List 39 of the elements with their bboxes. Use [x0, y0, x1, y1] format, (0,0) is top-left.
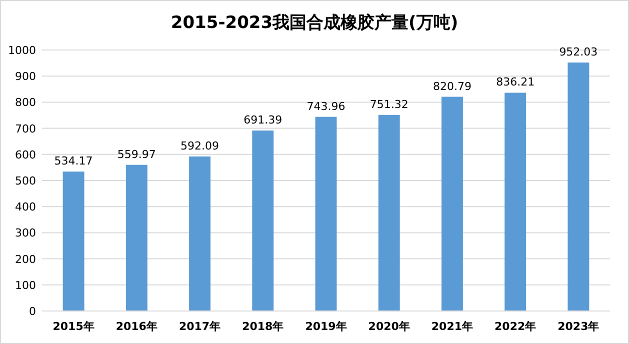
y-tick-label: 300 — [15, 226, 36, 240]
y-tick-label: 600 — [15, 148, 36, 162]
bar — [568, 62, 590, 311]
bar — [504, 92, 526, 311]
data-label: 952.03 — [559, 46, 598, 59]
bar — [315, 116, 337, 311]
data-label: 559.97 — [117, 148, 156, 161]
x-tick-label: 2023年 — [558, 320, 600, 333]
x-tick-label: 2020年 — [368, 320, 410, 333]
data-label: 592.09 — [180, 139, 220, 152]
bar — [62, 172, 84, 311]
y-tick-label: 100 — [15, 278, 36, 292]
data-label: 534.17 — [54, 154, 93, 168]
bar — [441, 96, 463, 311]
x-tick-label: 2021年 — [431, 320, 474, 333]
bar — [378, 114, 400, 311]
bar — [126, 164, 148, 311]
x-tick-label: 2022年 — [494, 320, 536, 333]
y-tick-label: 200 — [15, 252, 36, 266]
x-tick-label: 2016年 — [116, 320, 158, 333]
x-tick-label: 2018年 — [242, 320, 284, 333]
x-tick-label: 2019年 — [305, 320, 347, 333]
x-tick-label: 2015年 — [52, 320, 94, 333]
y-tick-label: 0 — [29, 305, 36, 318]
data-label: 836.21 — [496, 76, 535, 89]
y-tick-label: 800 — [15, 96, 36, 110]
y-tick-label: 400 — [15, 200, 36, 214]
data-label: 820.79 — [432, 80, 472, 93]
chart-title: 2015-2023我国合成橡胶产量(万吨) — [170, 13, 458, 33]
bar — [189, 156, 211, 311]
data-label: 751.32 — [370, 98, 408, 111]
y-tick-label: 1000 — [8, 44, 36, 57]
data-label: 743.96 — [306, 100, 346, 113]
y-tick-label: 700 — [15, 122, 36, 136]
y-tick-label: 900 — [15, 70, 36, 84]
y-tick-label: 500 — [15, 174, 36, 188]
data-label: 691.39 — [244, 114, 282, 127]
bar — [252, 130, 274, 311]
x-tick-label: 2017年 — [178, 320, 221, 333]
